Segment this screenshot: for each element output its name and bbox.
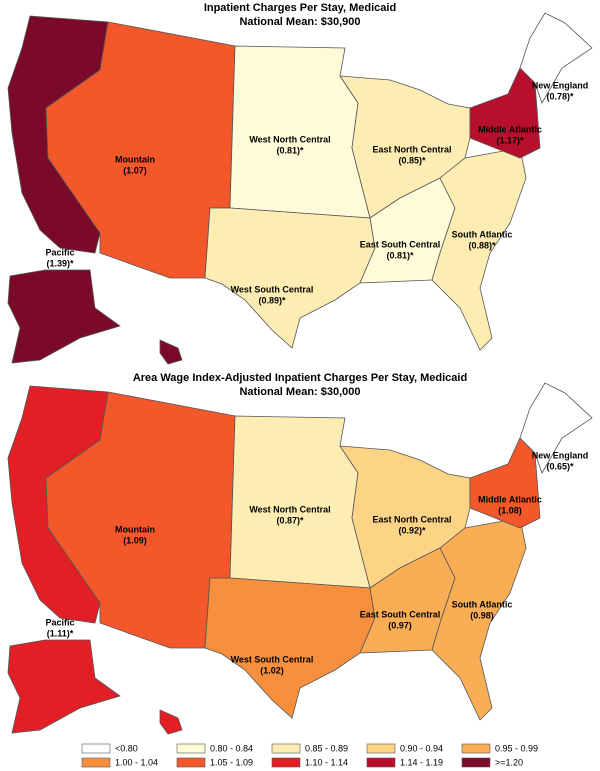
legend-label: 1.14 - 1.19 bbox=[400, 757, 443, 767]
region-name: Mountain bbox=[115, 524, 155, 534]
region-value: (0.85)* bbox=[398, 155, 426, 165]
legend-label: 1.00 - 1.04 bbox=[115, 757, 158, 767]
region bbox=[469, 67, 541, 159]
map: Area Wage Index-Adjusted Inpatient Charg… bbox=[7, 372, 593, 735]
legend-swatch bbox=[81, 743, 111, 754]
legend-swatch bbox=[271, 757, 301, 768]
region-value: (1.11)* bbox=[47, 628, 74, 638]
region-value: (0.81)* bbox=[276, 145, 304, 155]
map-subtitle: National Mean: $30,900 bbox=[239, 16, 360, 28]
region-name: South Atlantic bbox=[452, 599, 513, 609]
region-value: (1.02) bbox=[260, 665, 284, 675]
region bbox=[159, 339, 183, 365]
region bbox=[469, 437, 541, 529]
region bbox=[229, 415, 371, 589]
legend-label: <0.80 bbox=[115, 743, 138, 753]
region-value: (1.39)* bbox=[46, 258, 74, 268]
region-name: Middle Atlantic bbox=[478, 494, 542, 504]
legend-label: >=1.20 bbox=[495, 757, 523, 767]
region bbox=[519, 382, 593, 474]
region-labels: Pacific(1.39)* Mountain(1.07) West North C… bbox=[45, 80, 588, 305]
legend-label: 0.90 - 0.94 bbox=[400, 743, 443, 753]
region-name: West South Central bbox=[231, 284, 314, 294]
map-subtitle: National Mean: $30,000 bbox=[239, 386, 360, 398]
legend-swatch bbox=[176, 757, 206, 768]
map: Inpatient Charges Per Stay, Medicaid Nati… bbox=[7, 2, 593, 365]
region-value: (0.98) bbox=[470, 610, 494, 620]
region-value: (0.81)* bbox=[386, 250, 414, 260]
region bbox=[7, 639, 121, 734]
legend-label: 0.95 - 0.99 bbox=[495, 743, 538, 753]
legend-swatch bbox=[366, 743, 396, 754]
region-name: Mountain bbox=[115, 154, 155, 164]
region-value: (0.97) bbox=[388, 620, 412, 630]
region-name: New England bbox=[532, 450, 589, 460]
legend-swatch bbox=[461, 757, 491, 768]
region-name: East North Central bbox=[372, 514, 451, 524]
region-value: (0.65)* bbox=[546, 461, 574, 471]
region bbox=[204, 577, 376, 719]
region-value: (0.78)* bbox=[546, 91, 574, 101]
region bbox=[229, 45, 371, 219]
region-name: East South Central bbox=[360, 239, 441, 249]
regions bbox=[7, 382, 593, 735]
region-labels: Pacific(1.11)* Mountain(1.09) West North C… bbox=[45, 450, 588, 675]
legend-swatch bbox=[176, 743, 206, 754]
region-name: West South Central bbox=[231, 654, 314, 664]
legend-label: 0.85 - 0.89 bbox=[305, 743, 348, 753]
region bbox=[7, 269, 121, 364]
region-value: (1.08) bbox=[498, 505, 522, 515]
region-value: (0.92)* bbox=[398, 525, 426, 535]
legend-label: 1.10 - 1.14 bbox=[305, 757, 348, 767]
legend-label: 0.80 - 0.84 bbox=[210, 743, 253, 753]
legend-swatch bbox=[461, 743, 491, 754]
regions bbox=[7, 12, 593, 365]
region-name: East South Central bbox=[360, 609, 441, 619]
legend-swatch bbox=[271, 743, 301, 754]
region-value: (1.07) bbox=[123, 165, 147, 175]
legend-swatch bbox=[81, 757, 111, 768]
region-name: New England bbox=[532, 80, 589, 90]
map-title: Area Wage Index-Adjusted Inpatient Charg… bbox=[133, 372, 467, 384]
region-name: West North Central bbox=[249, 134, 330, 144]
region-value: (0.88)* bbox=[468, 240, 496, 250]
region-name: West North Central bbox=[249, 504, 330, 514]
legend-swatch bbox=[366, 757, 396, 768]
region-name: Middle Atlantic bbox=[478, 124, 542, 134]
region bbox=[204, 207, 376, 349]
region-value: (1.17)* bbox=[496, 135, 524, 145]
region-name: Pacific bbox=[45, 247, 74, 257]
map-title: Inpatient Charges Per Stay, Medicaid bbox=[204, 2, 396, 14]
region-name: Pacific bbox=[45, 617, 74, 627]
legend: <0.80 0.80 - 0.84 0.85 - 0.89 0.90 - 0.94 0.… bbox=[81, 743, 538, 768]
region-name: East North Central bbox=[372, 144, 451, 154]
legend-label: 1.05 - 1.09 bbox=[210, 757, 253, 767]
region bbox=[159, 709, 183, 735]
region-value: (0.89)* bbox=[258, 295, 286, 305]
region bbox=[519, 12, 593, 104]
region-value: (0.87)* bbox=[276, 515, 304, 525]
region-value: (1.09) bbox=[123, 535, 147, 545]
region-name: South Atlantic bbox=[452, 229, 513, 239]
